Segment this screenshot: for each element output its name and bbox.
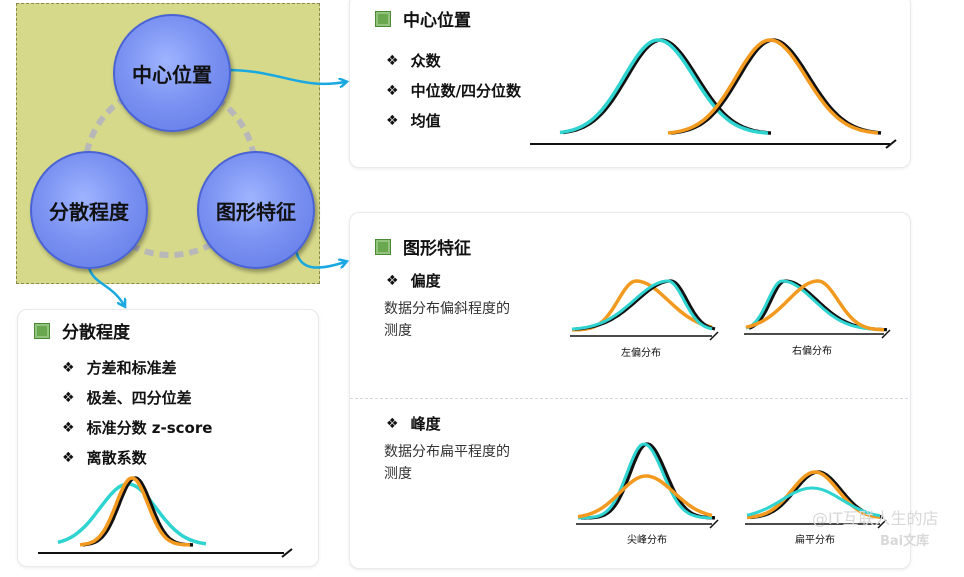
shape-features-panel (349, 212, 911, 569)
right-skew-chart (744, 279, 891, 339)
center-panel-title-text: 中心位置 (403, 11, 471, 31)
dispersion-item-range: ❖ 极差、四分位差 (62, 389, 192, 407)
center-position-chart (530, 38, 897, 149)
dispersion-item-variance: ❖ 方差和标准差 (62, 359, 177, 377)
shape-panel-title-text: 图形特征 (403, 239, 471, 259)
diamond-bullet-icon: ❖ (62, 449, 75, 466)
dispersion-panel-title: 分散程度 (34, 318, 130, 343)
cyan-curve (559, 38, 769, 135)
diamond-bullet-icon: ❖ (386, 272, 399, 289)
center-item-median: ❖ 中位数/四分位数 (386, 82, 522, 100)
dispersion-item-cv: ❖ 离散系数 (62, 449, 147, 467)
diamond-bullet-icon: ❖ (386, 415, 399, 432)
skewness-label: ❖ 偏度 (386, 272, 441, 290)
skewness-description: 数据分布偏斜程度的 测度 (384, 301, 510, 339)
diamond-bullet-icon: ❖ (386, 112, 399, 129)
arrow-to-shape-panel (294, 249, 345, 269)
watermark-brand: Bai文库 (880, 534, 930, 549)
left-skew-chart (570, 279, 719, 341)
shape-panel-divider (350, 398, 908, 399)
diamond-bullet-icon: ❖ (62, 389, 75, 406)
concept-dispersion: 分散程度 (30, 151, 148, 269)
center-item-mean: ❖ 均值 (386, 112, 441, 130)
dispersion-item-zscore: ❖ 标准分数 z-score (62, 419, 213, 437)
center-position-panel (349, 0, 911, 168)
dispersion-chart (38, 476, 293, 558)
diamond-bullet-icon: ❖ (386, 82, 399, 99)
green-square-icon (375, 10, 391, 27)
center-item-mode: ❖ 众数 (386, 52, 441, 70)
peaked-chart (576, 442, 719, 529)
arrow-to-dispersion-panel (86, 263, 124, 305)
green-square-icon (34, 322, 50, 339)
flat-chart (745, 470, 887, 529)
peaked-caption: 尖峰分布 (627, 535, 667, 546)
diamond-bullet-icon: ❖ (62, 359, 75, 376)
shape-panel-title: 图形特征 (375, 234, 471, 259)
left-skew-caption: 左偏分布 (621, 348, 661, 359)
green-square-icon (375, 238, 391, 255)
concept-shape: 图形特征 (197, 151, 315, 269)
dispersion-panel-title-text: 分散程度 (62, 323, 130, 343)
arrow-to-center-panel (225, 68, 345, 84)
kurtosis-label: ❖ 峰度 (386, 415, 441, 433)
watermark-text: @IT互联人生的店 (812, 509, 939, 528)
flat-caption: 扁平分布 (795, 535, 835, 546)
concept-center-position: 中心位置 (113, 14, 231, 132)
orange-curve (667, 38, 879, 135)
diamond-bullet-icon: ❖ (62, 419, 75, 436)
center-panel-title: 中心位置 (375, 6, 471, 31)
diamond-bullet-icon: ❖ (386, 52, 399, 69)
right-skew-caption: 右偏分布 (792, 346, 832, 357)
kurtosis-description: 数据分布扁平程度的 测度 (384, 444, 510, 482)
